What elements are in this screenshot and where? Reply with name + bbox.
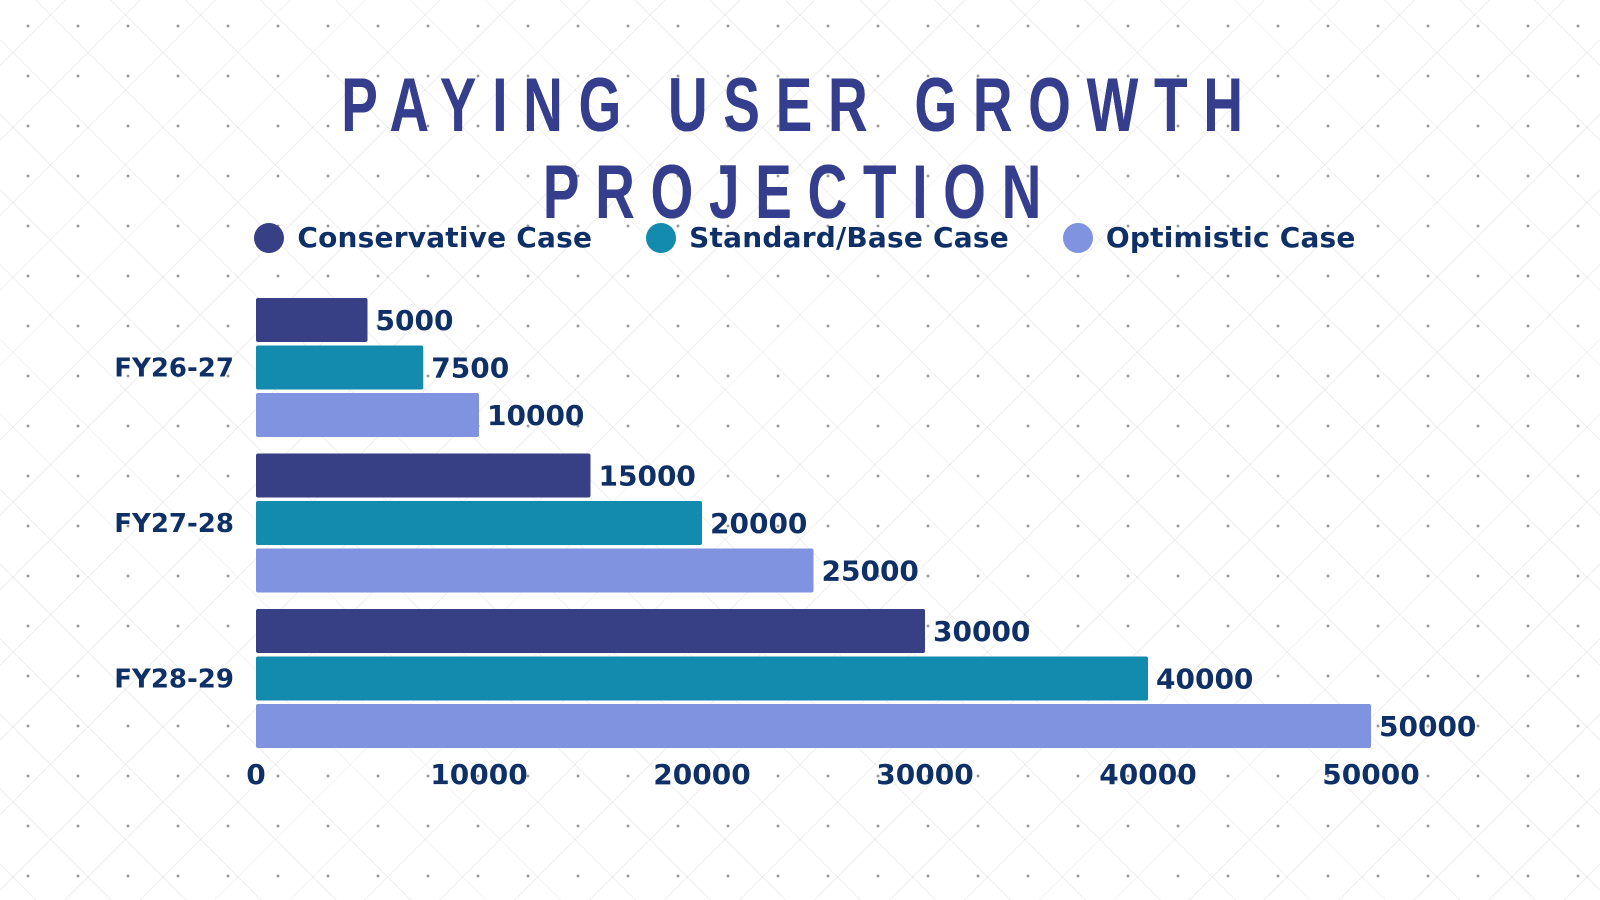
legend-dot-standard-icon bbox=[646, 222, 677, 253]
legend-item-optimistic: Optimistic Case bbox=[1062, 221, 1356, 254]
bar-optimistic-case-fy26-27 bbox=[256, 393, 479, 437]
data-label: 25000 bbox=[822, 555, 919, 588]
legend-item-standard: Standard/Base Case bbox=[646, 221, 1009, 254]
x-tick-label: 0 bbox=[246, 758, 265, 791]
legend-item-conservative: Conservative Case bbox=[254, 221, 592, 254]
data-label: 20000 bbox=[710, 507, 807, 540]
bar-standard-base-case-fy26-27 bbox=[256, 345, 424, 390]
legend: Conservative Case Standard/Base Case Opt… bbox=[0, 221, 1600, 254]
bar-conservative-case-fy28-29 bbox=[256, 609, 925, 653]
bar-optimistic-case-fy27-28 bbox=[256, 548, 814, 593]
bar-optimistic-case-fy28-29 bbox=[256, 704, 1371, 748]
data-label: 5000 bbox=[376, 304, 454, 337]
x-tick-label: 10000 bbox=[430, 758, 527, 791]
category-label: FY26-27 bbox=[114, 354, 234, 384]
bar-conservative-case-fy27-28 bbox=[256, 453, 591, 498]
chart-title: PAYING USER GROWTH PROJECTION bbox=[341, 63, 1259, 235]
data-label: 10000 bbox=[487, 399, 584, 432]
category-label: FY27-28 bbox=[114, 509, 234, 539]
data-label: 50000 bbox=[1379, 710, 1476, 743]
legend-label-optimistic: Optimistic Case bbox=[1105, 221, 1356, 254]
x-tick-label: 30000 bbox=[876, 758, 973, 791]
data-label: 40000 bbox=[1156, 663, 1253, 696]
data-label: 15000 bbox=[599, 460, 696, 493]
x-tick-label: 50000 bbox=[1322, 758, 1419, 791]
legend-dot-conservative-icon bbox=[254, 222, 285, 253]
data-label: 30000 bbox=[933, 615, 1030, 648]
legend-label-standard: Standard/Base Case bbox=[689, 221, 1009, 254]
x-tick-label: 40000 bbox=[1099, 758, 1196, 791]
data-label: 7500 bbox=[431, 352, 509, 385]
legend-label-conservative: Conservative Case bbox=[297, 221, 593, 254]
bar-standard-base-case-fy27-28 bbox=[256, 501, 702, 545]
category-label: FY28-29 bbox=[114, 665, 234, 695]
bar-conservative-case-fy26-27 bbox=[256, 298, 368, 342]
legend-dot-optimistic-icon bbox=[1062, 222, 1093, 253]
x-tick-label: 20000 bbox=[653, 758, 750, 791]
bar-standard-base-case-fy28-29 bbox=[256, 656, 1148, 701]
